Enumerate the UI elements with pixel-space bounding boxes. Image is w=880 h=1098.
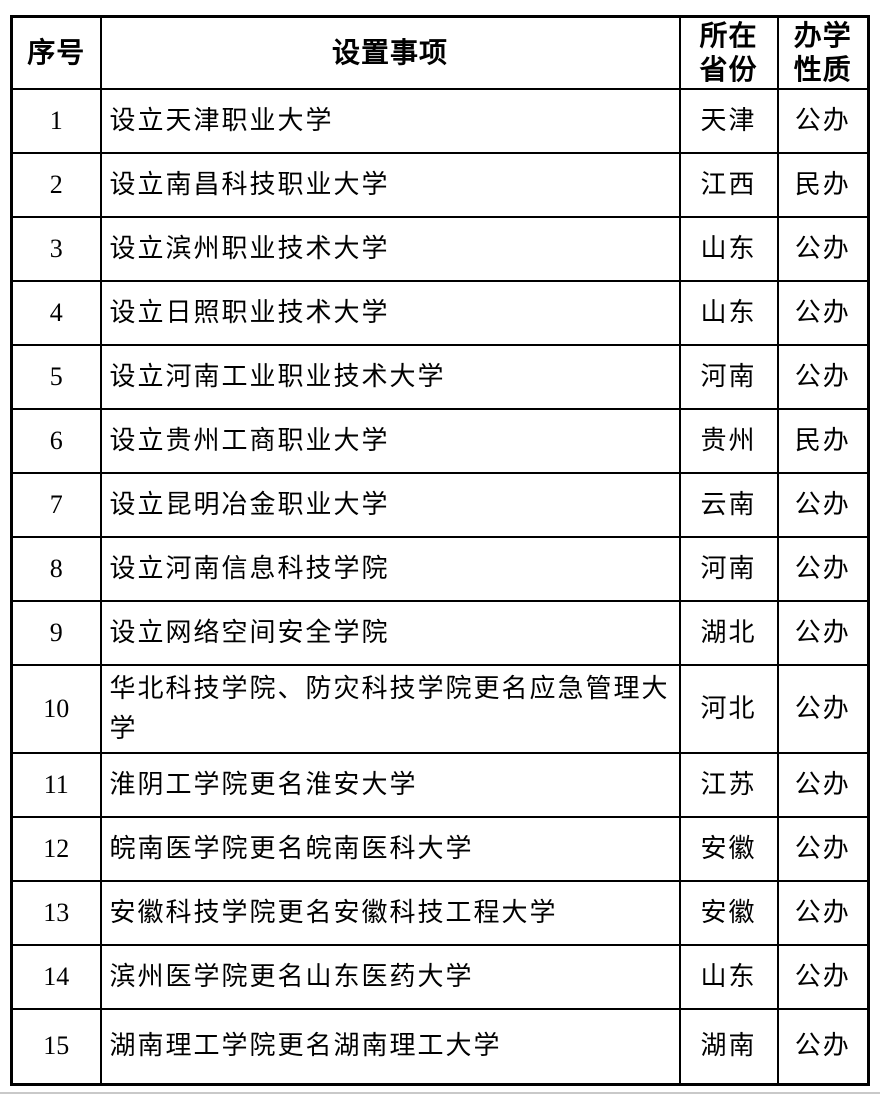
table-row: 4 设立日照职业技术大学 山东 公办 — [10, 279, 870, 346]
row-number-cell: 1 — [10, 87, 102, 154]
province-cell: 山东 — [678, 215, 779, 282]
table-row: 3 设立滨州职业技术大学 山东 公办 — [10, 215, 870, 282]
row-number-cell: 8 — [10, 535, 102, 602]
province-cell: 江苏 — [678, 751, 779, 818]
table-row: 9 设立网络空间安全学院 湖北 公办 — [10, 599, 870, 666]
header-row: 序号 设置事项 所在 省份 办学 性质 — [10, 15, 870, 90]
nature-cell: 公办 — [776, 879, 870, 946]
table-row: 12 皖南医学院更名皖南医科大学 安徽 公办 — [10, 815, 870, 882]
item-cell: 湖南理工学院更名湖南理工大学 — [99, 1007, 681, 1086]
province-cell: 安徽 — [678, 815, 779, 882]
province-cell: 河南 — [678, 535, 779, 602]
header-cell-province: 所在 省份 — [678, 15, 779, 90]
nature-cell: 公办 — [776, 599, 870, 666]
province-cell: 贵州 — [678, 407, 779, 474]
nature-cell: 公办 — [776, 215, 870, 282]
table-row: 8 设立河南信息科技学院 河南 公办 — [10, 535, 870, 602]
table-row: 14 滨州医学院更名山东医药大学 山东 公办 — [10, 943, 870, 1010]
header-cell-no: 序号 — [10, 15, 102, 90]
table-row: 11 淮阴工学院更名淮安大学 江苏 公办 — [10, 751, 870, 818]
nature-cell: 公办 — [776, 751, 870, 818]
table-row: 15 湖南理工学院更名湖南理工大学 湖南 公办 — [10, 1007, 870, 1086]
table-header: 序号 设置事项 所在 省份 办学 性质 — [10, 15, 870, 90]
table-row: 2 设立南昌科技职业大学 江西 民办 — [10, 151, 870, 218]
nature-cell: 公办 — [776, 1007, 870, 1086]
item-cell: 华北科技学院、防灾科技学院更名应急管理大学 — [99, 663, 681, 754]
item-cell: 皖南医学院更名皖南医科大学 — [99, 815, 681, 882]
nature-cell: 公办 — [776, 279, 870, 346]
province-cell: 河南 — [678, 343, 779, 410]
nature-cell: 民办 — [776, 151, 870, 218]
nature-cell: 公办 — [776, 815, 870, 882]
item-cell: 设立南昌科技职业大学 — [99, 151, 681, 218]
table-row: 13 安徽科技学院更名安徽科技工程大学 安徽 公办 — [10, 879, 870, 946]
item-cell: 安徽科技学院更名安徽科技工程大学 — [99, 879, 681, 946]
province-cell: 天津 — [678, 87, 779, 154]
item-cell: 滨州医学院更名山东医药大学 — [99, 943, 681, 1010]
row-number-cell: 15 — [10, 1007, 102, 1086]
table-row: 1 设立天津职业大学 天津 公办 — [10, 87, 870, 154]
row-number-cell: 6 — [10, 407, 102, 474]
row-number-cell: 13 — [10, 879, 102, 946]
table-row: 5 设立河南工业职业技术大学 河南 公办 — [10, 343, 870, 410]
item-cell: 设立河南信息科技学院 — [99, 535, 681, 602]
province-cell: 河北 — [678, 663, 779, 754]
province-cell: 山东 — [678, 279, 779, 346]
province-cell: 安徽 — [678, 879, 779, 946]
item-cell: 设立天津职业大学 — [99, 87, 681, 154]
table-row: 6 设立贵州工商职业大学 贵州 民办 — [10, 407, 870, 474]
row-number-cell: 4 — [10, 279, 102, 346]
row-number-cell: 11 — [10, 751, 102, 818]
row-number-cell: 5 — [10, 343, 102, 410]
page-bottom-rule — [0, 1092, 880, 1094]
row-number-cell: 12 — [10, 815, 102, 882]
item-cell: 设立昆明冶金职业大学 — [99, 471, 681, 538]
table-row: 7 设立昆明冶金职业大学 云南 公办 — [10, 471, 870, 538]
nature-cell: 公办 — [776, 943, 870, 1010]
item-cell: 设立日照职业技术大学 — [99, 279, 681, 346]
item-cell: 淮阴工学院更名淮安大学 — [99, 751, 681, 818]
province-cell: 山东 — [678, 943, 779, 1010]
province-cell: 江西 — [678, 151, 779, 218]
nature-cell: 民办 — [776, 407, 870, 474]
nature-cell: 公办 — [776, 535, 870, 602]
item-cell: 设立贵州工商职业大学 — [99, 407, 681, 474]
row-number-cell: 7 — [10, 471, 102, 538]
province-cell: 湖南 — [678, 1007, 779, 1086]
row-number-cell: 9 — [10, 599, 102, 666]
header-cell-item: 设置事项 — [99, 15, 681, 90]
row-number-cell: 3 — [10, 215, 102, 282]
nature-cell: 公办 — [776, 343, 870, 410]
province-cell: 湖北 — [678, 599, 779, 666]
nature-cell: 公办 — [776, 471, 870, 538]
item-cell: 设立河南工业职业技术大学 — [99, 343, 681, 410]
row-number-cell: 2 — [10, 151, 102, 218]
item-cell: 设立网络空间安全学院 — [99, 599, 681, 666]
nature-cell: 公办 — [776, 87, 870, 154]
row-number-cell: 14 — [10, 943, 102, 1010]
header-cell-nature: 办学 性质 — [776, 15, 870, 90]
province-cell: 云南 — [678, 471, 779, 538]
row-number-cell: 10 — [10, 663, 102, 754]
item-cell: 设立滨州职业技术大学 — [99, 215, 681, 282]
university-setup-table: 序号 设置事项 所在 省份 办学 性质 1 设立天津职业大学 天津 公办 2 设… — [10, 15, 870, 1086]
nature-cell: 公办 — [776, 663, 870, 754]
table-row: 10 华北科技学院、防灾科技学院更名应急管理大学 河北 公办 — [10, 663, 870, 754]
table-body: 1 设立天津职业大学 天津 公办 2 设立南昌科技职业大学 江西 民办 3 设立… — [10, 87, 870, 1086]
